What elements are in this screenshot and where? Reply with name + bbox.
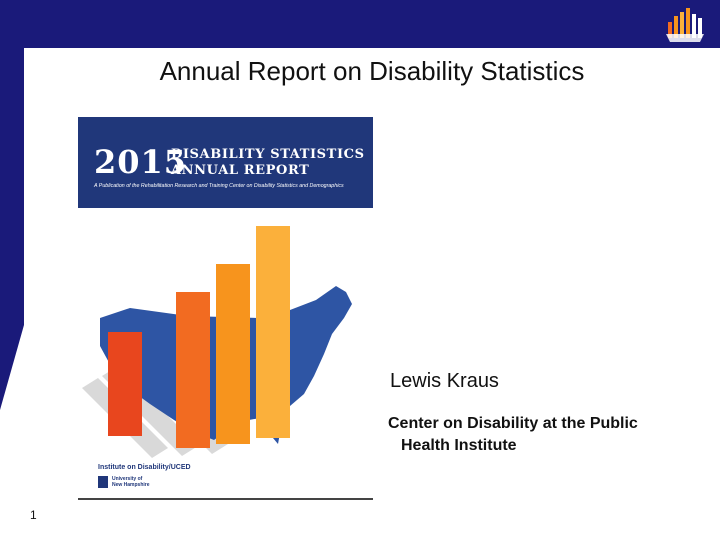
presenter-organization: Center on Disability at the Public Healt… [388,413,688,457]
university-shield-icon [98,476,108,488]
bar-chart-logo-icon [664,4,708,46]
report-cover-image: 2015 DISABILITY STATISTICS ANNUAL REPORT… [78,117,373,500]
cover-subtitle: A Publication of the Rehabilitation Rese… [94,183,344,189]
cover-title-line2: ANNUAL REPORT [171,163,310,178]
cover-bar-2 [176,292,210,448]
org-line2: Health Institute [401,437,517,454]
cover-illustration [82,226,352,458]
cover-university: University of New Hampshire [112,476,150,488]
cover-underline [78,498,373,500]
cover-bar-1 [108,332,142,436]
cover-header: 2015 DISABILITY STATISTICS ANNUAL REPORT… [78,117,373,208]
left-band [0,0,24,540]
page-number: 1 [30,508,37,522]
cover-year: 2015 [94,143,188,181]
header-band [0,0,720,48]
cover-title-line1: DISABILITY STATISTICS [171,147,365,162]
cover-bars [108,226,290,448]
cover-institute: Institute on Disability/UCED [98,464,191,471]
org-line1: Center on Disability at the Public [388,415,638,432]
slide-title: Annual Report on Disability Statistics [159,56,585,86]
presenter-name: Lewis Kraus [390,370,499,392]
cover-bar-4 [256,226,290,438]
cover-bar-3 [216,264,250,444]
